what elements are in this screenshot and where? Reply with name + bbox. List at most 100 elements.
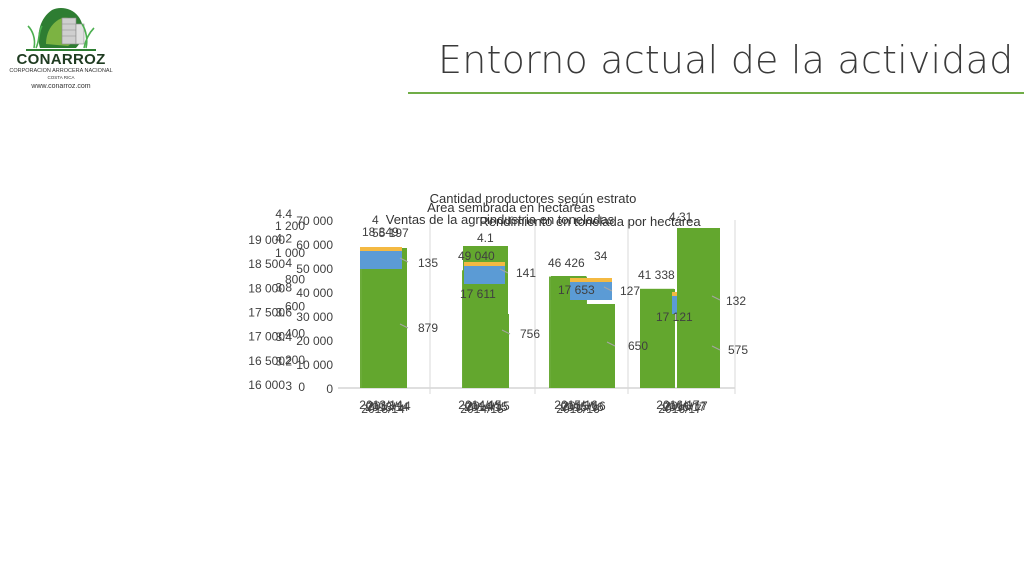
leader-line [499, 268, 509, 274]
y-tick-label: 16 000 [248, 378, 285, 392]
y-tick-label: 1 200 [275, 219, 305, 233]
bar [672, 296, 678, 314]
data-label: 127 [620, 284, 640, 298]
x-tick-label: 2013/14 [367, 399, 411, 413]
leader-line [399, 323, 409, 329]
chart-title-3: Rendimiento en tonelada por hectárea [479, 214, 701, 229]
x-tick-label: 2014/15 [466, 399, 510, 413]
logo-website: www.conarroz.com [31, 83, 91, 90]
leader-line [606, 341, 616, 347]
bar [360, 251, 402, 269]
y-tick-label: 19 000 [248, 233, 285, 247]
y-tick-label: 3.6 [275, 305, 292, 319]
leader-line [501, 329, 511, 335]
y-tick-label: 50 000 [296, 262, 333, 276]
data-label: 132 [726, 294, 746, 308]
y-tick-label: 4.2 [275, 232, 292, 246]
data-label: 55 197 [372, 226, 409, 240]
y-tick-label: 200 [285, 353, 305, 367]
chart-title-2: Ventas de la agroindustria en toneladas [386, 212, 615, 227]
data-label: 650 [628, 339, 648, 353]
data-label: 17 121 [656, 310, 693, 324]
y-tick-label: 16 500 [248, 354, 285, 368]
bar [473, 314, 509, 388]
title-underline [408, 92, 1024, 94]
y-tick-label: 20 000 [296, 334, 333, 348]
y-tick-label: 30 000 [296, 310, 333, 324]
y-tick-label: 3.2 [275, 354, 292, 368]
x-tick-label: 2015/16 [562, 399, 606, 413]
x-tick-label: 2016/17 [656, 398, 700, 412]
leader-line [399, 257, 409, 263]
y-tick-label: 17 500 [248, 306, 285, 320]
bar [570, 304, 615, 388]
x-tick-label: 2014/15 [458, 398, 502, 412]
rice-field-logo-icon [26, 8, 96, 51]
y-tick-label: 600 [285, 300, 305, 314]
y-tick-label: 3.8 [275, 281, 292, 295]
y-tick-label: 10 000 [296, 358, 333, 372]
y-tick-label: 40 000 [296, 286, 333, 300]
leader-line [711, 345, 721, 351]
data-label: 4.31 [669, 210, 693, 224]
y-tick-label: 800 [285, 273, 305, 287]
bar [464, 266, 505, 284]
y-tick-label: 4 [285, 256, 292, 270]
x-tick-label: 2016/17 [662, 400, 706, 414]
x-tick-label: 2014/15 [460, 402, 504, 416]
y-tick-label: 18 500 [248, 257, 285, 271]
x-tick-label: 2016/17 [658, 402, 702, 416]
data-label: 879 [418, 321, 438, 335]
data-label: 17 611 [460, 287, 496, 301]
logo-brand: CONARROZ [16, 51, 106, 68]
data-label: 49 040 [458, 249, 495, 263]
chart-title-1: Área sembrada en hectáreas [427, 200, 595, 215]
x-tick-label: 2013/14 [365, 400, 409, 414]
data-label: 17 653 [558, 283, 595, 297]
bar-cap [464, 262, 505, 266]
leader-line [603, 286, 613, 292]
leader-line [711, 295, 721, 301]
x-tick-label: 2015/16 [554, 398, 598, 412]
x-tick-label: 2013/14 [361, 402, 405, 416]
slide-title: Entorno actual de la actividad [438, 38, 1014, 82]
data-label: 756 [520, 327, 540, 341]
y-tick-label: 0 [326, 382, 333, 396]
data-label: 18 849 [362, 225, 399, 239]
data-label: 135 [418, 256, 438, 270]
data-label: 4.1 [477, 231, 494, 245]
logo-country: COSTA RICA [47, 75, 75, 80]
data-label: 41 338 [638, 268, 675, 282]
x-tick-label: 2015/16 [560, 400, 604, 414]
data-label: 34 [594, 249, 608, 263]
chart-title-0: Cantidad productores según estrato [430, 191, 637, 206]
y-tick-label: 0 [298, 380, 305, 394]
conarroz-logo: CONARROZ CORPORACION ARROCERA NACIONAL C… [6, 4, 116, 92]
x-tick-label: 2016/17 [664, 399, 708, 413]
bar-cap [672, 292, 678, 296]
y-tick-label: 18 000 [248, 281, 285, 295]
data-label: 575 [728, 343, 748, 357]
y-tick-label: 400 [285, 326, 305, 340]
bar-cap [570, 278, 612, 282]
y-tick-label: 3.4 [275, 330, 292, 344]
logo-subtitle: CORPORACION ARROCERA NACIONAL [9, 68, 113, 74]
x-tick-label: 2013/14 [359, 398, 403, 412]
bar [570, 282, 612, 300]
bar-cap [360, 247, 402, 251]
x-tick-label: 2015/16 [556, 402, 600, 416]
x-tick-label: 2014/15 [464, 400, 508, 414]
bar [677, 228, 720, 388]
y-tick-label: 17 000 [248, 330, 285, 344]
data-label: 141 [516, 266, 536, 280]
y-tick-label: 60 000 [296, 238, 333, 252]
y-tick-label: 4.4 [275, 207, 292, 221]
y-tick-label: 1 000 [275, 246, 305, 260]
bar [640, 288, 674, 388]
y-tick-label: 3 [285, 379, 292, 393]
y-tick-label: 70 000 [296, 214, 333, 228]
data-label: 46 426 [548, 256, 585, 270]
bar [360, 255, 407, 388]
data-label: 4 [372, 213, 379, 227]
